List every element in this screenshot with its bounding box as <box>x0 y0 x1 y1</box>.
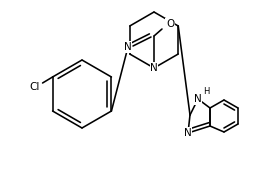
Text: N: N <box>124 42 132 52</box>
Text: N: N <box>194 94 202 104</box>
Text: O: O <box>166 19 174 29</box>
Text: N: N <box>150 63 158 73</box>
Text: N: N <box>184 128 192 138</box>
Text: H: H <box>203 87 209 96</box>
Text: Cl: Cl <box>29 82 40 92</box>
